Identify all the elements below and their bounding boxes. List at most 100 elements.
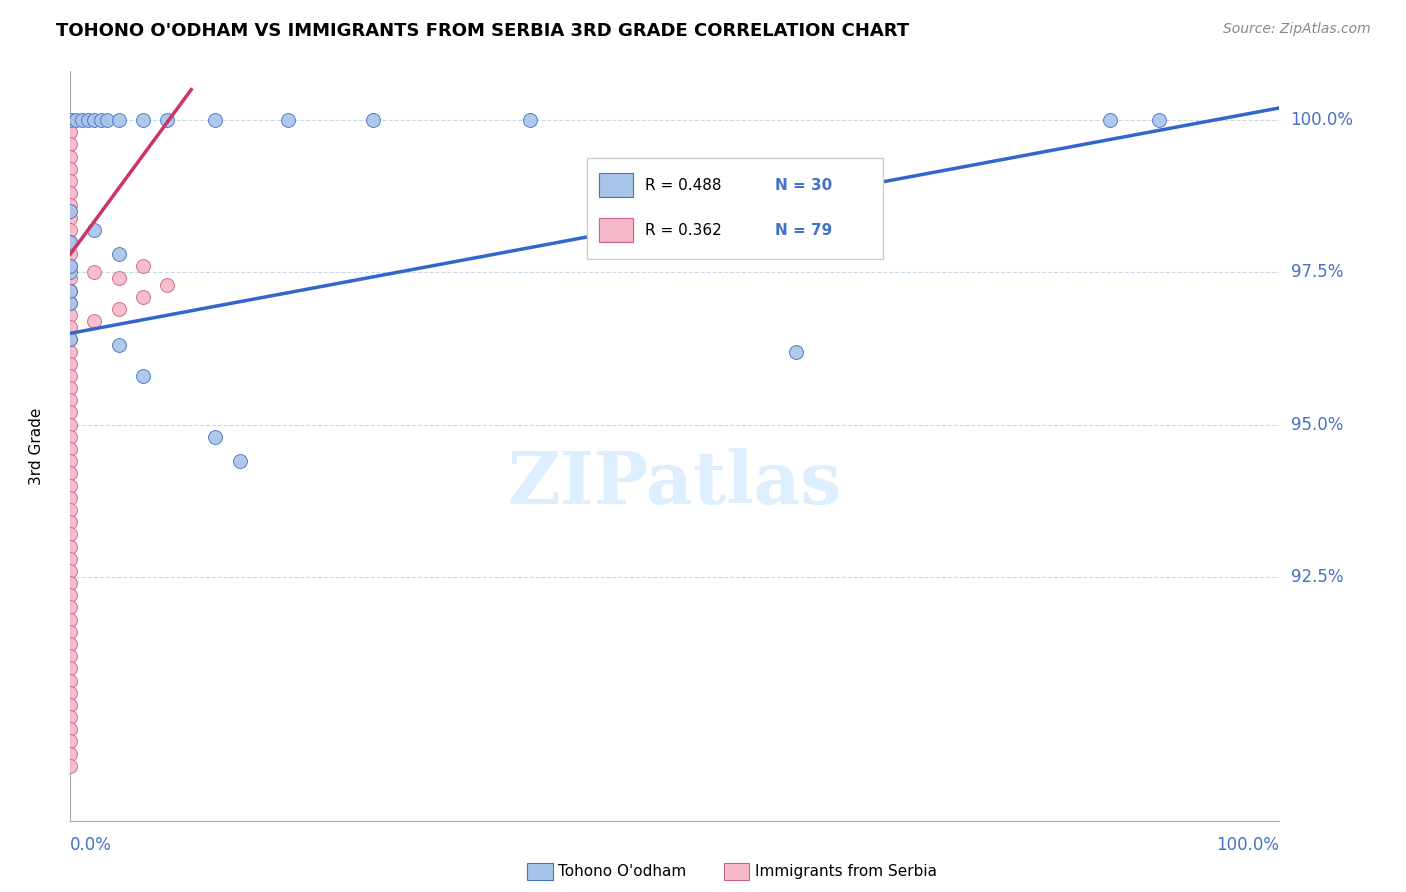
Point [59,113,82,128]
Point [228,454,250,468]
Text: 0.0%: 0.0% [70,836,112,854]
Point [59,271,82,285]
Text: ZIPatlas: ZIPatlas [508,448,842,519]
Point [277,113,299,128]
Point [107,247,129,261]
Point [59,491,82,505]
Point [59,198,82,212]
Point [59,673,82,688]
Point [59,405,82,419]
Point [107,271,129,285]
Bar [599,219,633,243]
Point [59,113,82,128]
Point [59,260,82,274]
Point [59,357,82,371]
Point [59,344,82,359]
Point [107,338,129,352]
Bar [599,173,633,197]
Point [59,661,82,675]
Point [361,113,384,128]
Point [59,113,82,128]
Point [59,417,82,432]
Point [1147,113,1170,128]
Point [59,260,82,274]
Point [59,442,82,456]
Point [59,235,82,249]
Point [59,113,82,128]
Point [59,624,82,639]
Point [59,113,82,128]
Point [83,314,105,328]
Point [59,649,82,664]
Point [59,478,82,492]
Point [59,613,82,627]
Point [59,113,82,128]
Point [59,527,82,541]
Text: 97.5%: 97.5% [1291,263,1343,281]
Point [59,503,82,517]
Text: 3rd Grade: 3rd Grade [28,408,44,484]
Point [59,734,82,748]
Point [59,393,82,408]
Point [59,125,82,139]
Point [59,113,82,128]
Point [59,308,82,322]
Text: N = 30: N = 30 [775,178,832,193]
Point [59,467,82,481]
Point [59,265,82,279]
Point [785,344,807,359]
Point [59,332,82,346]
Point [204,113,226,128]
Point [59,113,82,128]
Point [156,277,179,292]
Point [107,113,129,128]
Point [59,551,82,566]
Point [59,284,82,298]
Point [59,137,82,152]
Point [59,368,82,383]
Point [59,296,82,310]
Text: Tohono O'odham: Tohono O'odham [558,864,686,879]
Point [90,113,111,128]
Point [59,204,82,219]
Point [132,260,155,274]
Point [59,296,82,310]
Point [59,113,82,128]
Point [72,113,94,128]
Point [83,113,105,128]
Point [59,223,82,237]
Point [59,113,82,128]
Point [59,161,82,176]
Point [59,600,82,615]
Point [59,113,82,128]
Bar [586,158,883,259]
Point [156,113,179,128]
Point [59,710,82,724]
Point [59,247,82,261]
Point [59,430,82,444]
Text: N = 79: N = 79 [775,223,832,237]
Point [107,301,129,316]
Point [83,223,105,237]
Point [59,564,82,578]
Point [519,113,541,128]
Point [59,698,82,712]
Point [59,113,82,128]
Point [59,211,82,225]
Text: R = 0.362: R = 0.362 [644,223,721,237]
Point [59,515,82,529]
Point [1099,113,1122,128]
Text: 100.0%: 100.0% [1216,836,1279,854]
Point [59,723,82,737]
Point [204,430,226,444]
Point [65,113,87,128]
Point [59,174,82,188]
Point [59,113,82,128]
Text: Source: ZipAtlas.com: Source: ZipAtlas.com [1223,22,1371,37]
Point [59,113,82,128]
Text: R = 0.488: R = 0.488 [644,178,721,193]
Point [132,113,155,128]
Text: TOHONO O'ODHAM VS IMMIGRANTS FROM SERBIA 3RD GRADE CORRELATION CHART: TOHONO O'ODHAM VS IMMIGRANTS FROM SERBIA… [56,22,910,40]
Point [59,454,82,468]
Text: 92.5%: 92.5% [1291,568,1343,586]
